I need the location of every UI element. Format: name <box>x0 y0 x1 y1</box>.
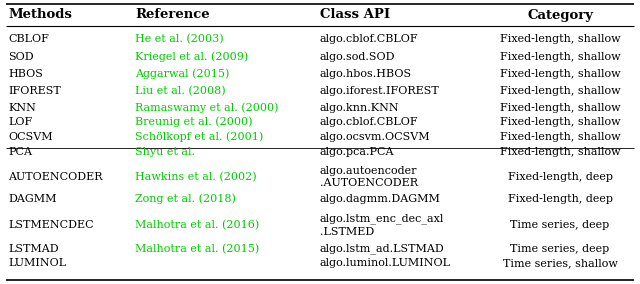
Text: IFOREST: IFOREST <box>8 86 61 96</box>
Text: Reference: Reference <box>135 9 210 22</box>
Text: Time series, deep: Time series, deep <box>510 220 610 230</box>
Text: Category: Category <box>527 9 593 22</box>
Text: algo.luminol.LUMINOL: algo.luminol.LUMINOL <box>320 258 451 268</box>
Text: Fixed-length, shallow: Fixed-length, shallow <box>500 34 620 44</box>
Text: AUTOENCODER: AUTOENCODER <box>8 172 102 182</box>
Text: CBLOF: CBLOF <box>8 34 49 44</box>
Text: algo.knn.KNN: algo.knn.KNN <box>320 103 399 113</box>
Text: algo.ocsvm.OCSVM: algo.ocsvm.OCSVM <box>320 132 431 142</box>
Text: HBOS: HBOS <box>8 69 43 79</box>
Text: LOF: LOF <box>8 117 32 127</box>
Text: Class API: Class API <box>320 9 390 22</box>
Text: Hawkins et al. (2002): Hawkins et al. (2002) <box>135 172 257 182</box>
Text: LSTMAD: LSTMAD <box>8 244 59 254</box>
Text: algo.lstm_enc_dec_axl
.LSTMED: algo.lstm_enc_dec_axl .LSTMED <box>320 214 444 237</box>
Text: Fixed-length, shallow: Fixed-length, shallow <box>500 103 620 113</box>
Text: Fixed-length, shallow: Fixed-length, shallow <box>500 52 620 62</box>
Text: algo.hbos.HBOS: algo.hbos.HBOS <box>320 69 412 79</box>
Text: algo.sod.SOD: algo.sod.SOD <box>320 52 396 62</box>
Text: algo.autoencoder
.AUTOENCODER: algo.autoencoder .AUTOENCODER <box>320 166 418 188</box>
Text: Malhotra et al. (2015): Malhotra et al. (2015) <box>135 244 259 254</box>
Text: PCA: PCA <box>8 147 32 157</box>
Text: algo.iforest.IFOREST: algo.iforest.IFOREST <box>320 86 440 96</box>
Text: Liu et al. (2008): Liu et al. (2008) <box>135 86 226 96</box>
Text: algo.cblof.CBLOF: algo.cblof.CBLOF <box>320 117 419 127</box>
Text: Malhotra et al. (2016): Malhotra et al. (2016) <box>135 220 259 230</box>
Text: Fixed-length, deep: Fixed-length, deep <box>508 194 612 204</box>
Text: Zong et al. (2018): Zong et al. (2018) <box>135 194 236 204</box>
Text: Aggarwal (2015): Aggarwal (2015) <box>135 69 229 79</box>
Text: algo.cblof.CBLOF: algo.cblof.CBLOF <box>320 34 419 44</box>
Text: KNN: KNN <box>8 103 36 113</box>
Text: Fixed-length, deep: Fixed-length, deep <box>508 172 612 182</box>
Text: Fixed-length, shallow: Fixed-length, shallow <box>500 86 620 96</box>
Text: Fixed-length, shallow: Fixed-length, shallow <box>500 69 620 79</box>
Text: He et al. (2003): He et al. (2003) <box>135 34 223 44</box>
Text: algo.pca.PCA: algo.pca.PCA <box>320 147 394 157</box>
Text: SOD: SOD <box>8 52 34 62</box>
Text: Shyu et al.: Shyu et al. <box>135 147 195 157</box>
Text: Fixed-length, shallow: Fixed-length, shallow <box>500 147 620 157</box>
Text: Schölkopf et al. (2001): Schölkopf et al. (2001) <box>135 132 263 142</box>
Text: OCSVM: OCSVM <box>8 132 52 142</box>
Text: Fixed-length, shallow: Fixed-length, shallow <box>500 132 620 142</box>
Text: Fixed-length, shallow: Fixed-length, shallow <box>500 117 620 127</box>
Text: Time series, shallow: Time series, shallow <box>502 258 618 268</box>
Text: Breunig et al. (2000): Breunig et al. (2000) <box>135 117 253 127</box>
Text: algo.dagmm.DAGMM: algo.dagmm.DAGMM <box>320 194 441 204</box>
Text: DAGMM: DAGMM <box>8 194 56 204</box>
Text: Ramaswamy et al. (2000): Ramaswamy et al. (2000) <box>135 103 278 113</box>
Text: Methods: Methods <box>8 9 72 22</box>
Text: Kriegel et al. (2009): Kriegel et al. (2009) <box>135 52 248 62</box>
Text: algo.lstm_ad.LSTMAD: algo.lstm_ad.LSTMAD <box>320 244 445 254</box>
Text: LSTMENCDEC: LSTMENCDEC <box>8 220 93 230</box>
Text: Time series, deep: Time series, deep <box>510 244 610 254</box>
Text: LUMINOL: LUMINOL <box>8 258 66 268</box>
